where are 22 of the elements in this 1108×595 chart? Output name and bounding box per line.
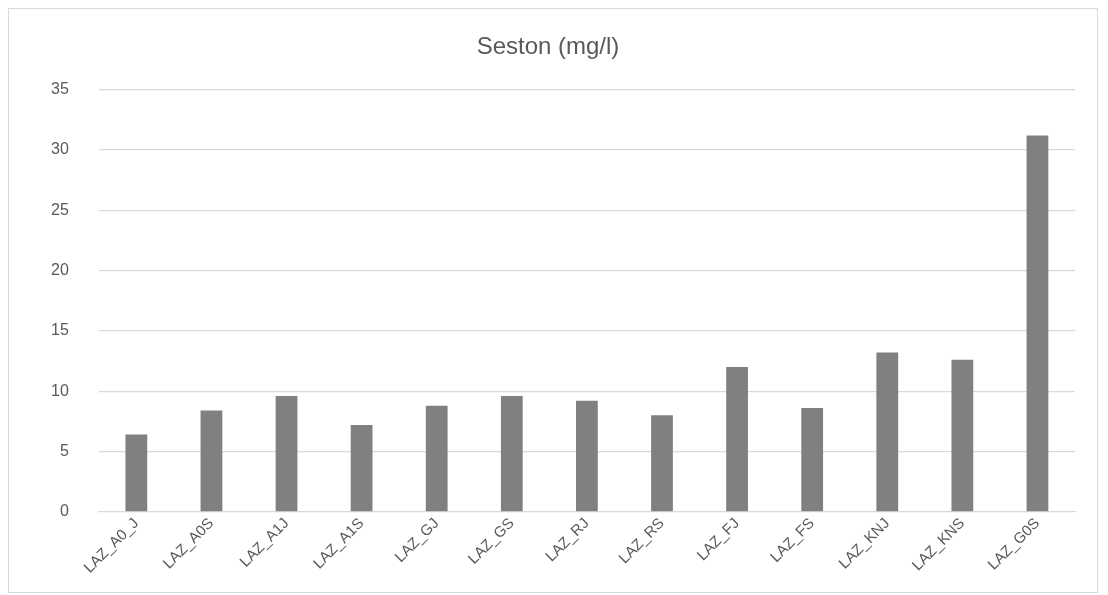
- bar: [350, 424, 373, 512]
- bar: [425, 405, 448, 512]
- bar: [951, 359, 974, 512]
- bar: [125, 434, 148, 512]
- bar: [576, 400, 598, 512]
- bar: [200, 410, 223, 512]
- y-tick-label: 35: [51, 80, 69, 98]
- bar: [801, 408, 824, 512]
- bar: [500, 396, 523, 512]
- bar: [1026, 135, 1049, 512]
- y-tick-label: 15: [51, 321, 69, 339]
- chart-title: Seston (mg/l): [476, 32, 620, 60]
- y-tick-label: 0: [59, 502, 69, 520]
- y-tick-label: 5: [59, 441, 69, 459]
- bar: [726, 367, 748, 512]
- bar: [275, 396, 298, 512]
- bar: [651, 415, 673, 512]
- y-tick-label: 10: [51, 381, 69, 399]
- bar: [876, 352, 899, 512]
- y-tick-label: 20: [51, 261, 69, 279]
- y-tick-label: 30: [51, 140, 69, 158]
- y-tick-label: 25: [51, 200, 69, 218]
